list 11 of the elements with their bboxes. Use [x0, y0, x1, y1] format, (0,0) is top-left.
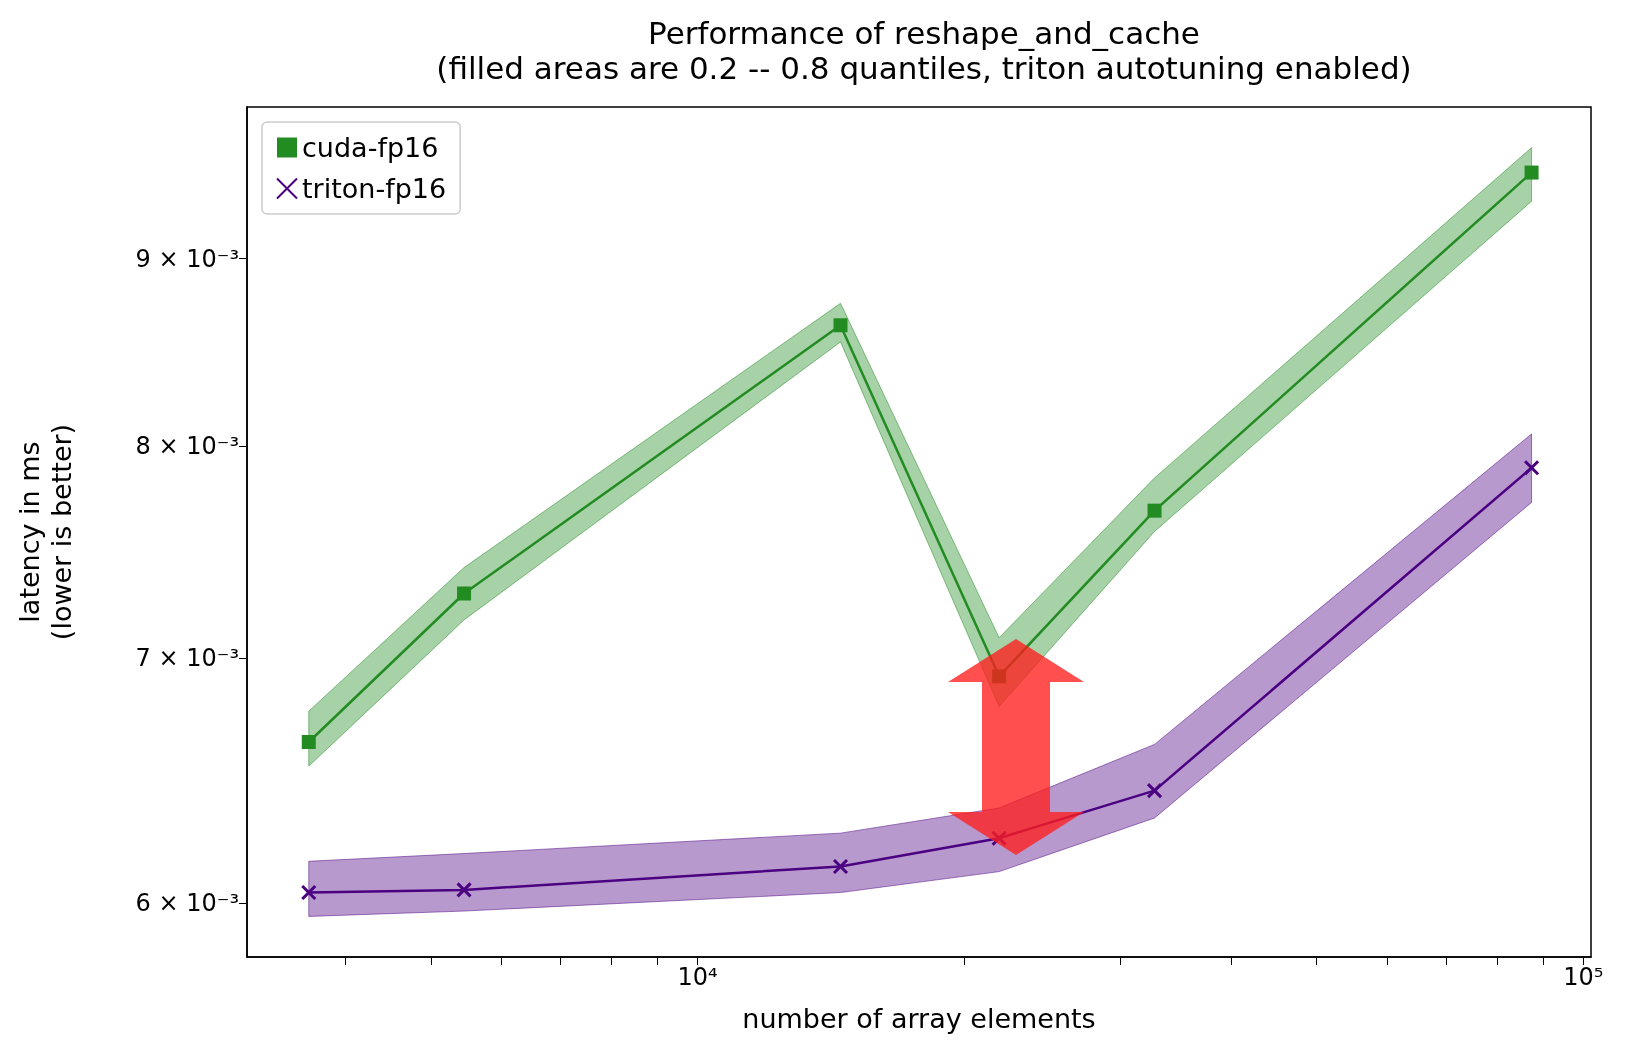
y-tick-label: 7 × 10⁻³: [135, 644, 239, 673]
chart-title: Performance of reshape_and_cache: [648, 14, 1200, 51]
x-tick-label: 10⁴: [677, 963, 718, 991]
x-axis-title: number of array elements: [742, 1003, 1096, 1034]
x-tick-label: 10⁵: [1563, 963, 1604, 991]
y-axis-title: latency in ms (lower is better): [13, 423, 77, 641]
legend-label: cuda-fp16: [302, 132, 439, 163]
y-tick-label: 8 × 10⁻³: [135, 431, 239, 460]
legend-label: triton-fp16: [302, 173, 447, 204]
y-tick-label: 9 × 10⁻³: [135, 244, 239, 273]
y-tick-label: 6 × 10⁻³: [135, 889, 239, 918]
